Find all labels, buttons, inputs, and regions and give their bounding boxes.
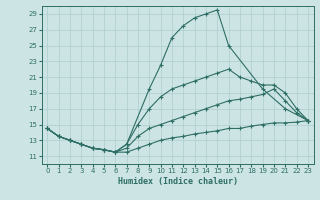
X-axis label: Humidex (Indice chaleur): Humidex (Indice chaleur) — [118, 177, 237, 186]
